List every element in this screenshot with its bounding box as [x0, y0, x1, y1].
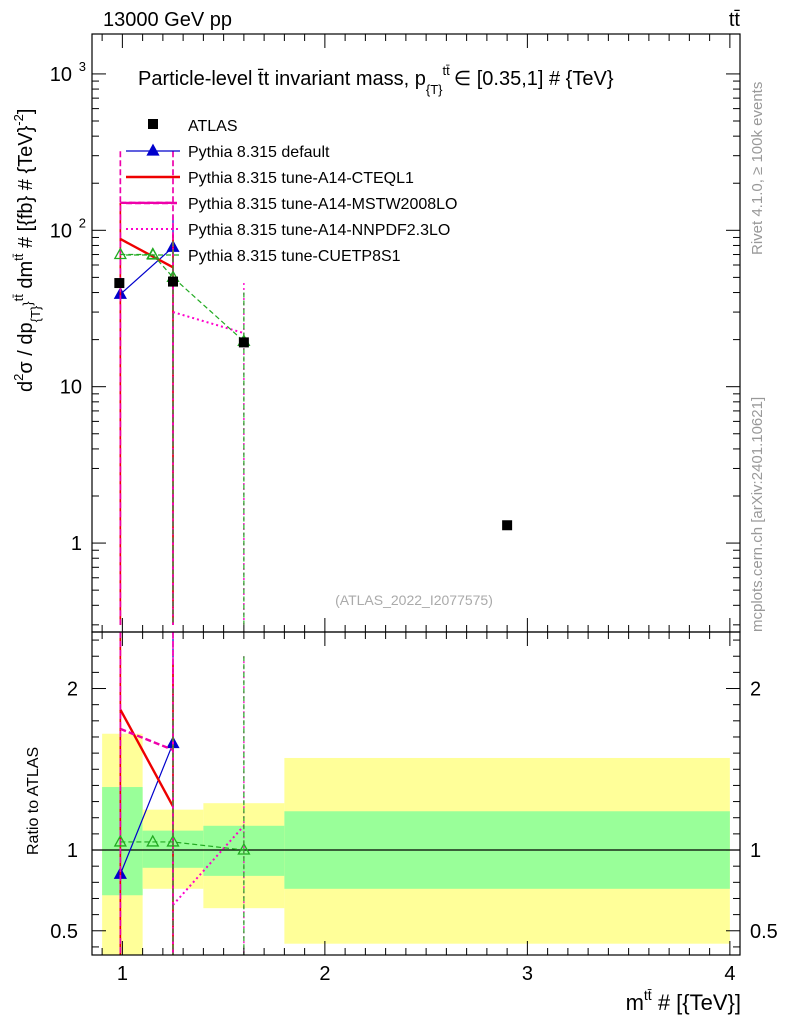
legend-label-0: ATLAS: [188, 118, 238, 135]
x-axis-label: mtt̄ # [{TeV}]: [626, 987, 741, 1015]
ratio-frame: [91, 631, 741, 956]
ratio-y-axis-label: Ratio to ATLAS: [25, 747, 42, 855]
ratio-marker-4-0: [113, 834, 127, 847]
ratio-line-2: [119, 727, 174, 752]
atlas-point-2: [238, 337, 249, 348]
x-tick-label-3: 4: [724, 963, 735, 985]
ratio-marker-4-3: [237, 842, 251, 855]
legend-label-2: Pythia 8.315 tune-A14-CTEQL1: [188, 170, 414, 187]
y-tick-label-3: 10: [50, 64, 72, 86]
ratio-line-0: [119, 743, 174, 875]
analysis-id: (ATLAS_2022_I2077575): [335, 592, 493, 608]
ratio-tick-label-left-2: 2: [67, 679, 78, 701]
legend-marker-5: [146, 247, 160, 260]
rivet-label: Rivet 4.1.0, ≥ 100k events: [749, 82, 766, 255]
chart-title: Particle-level t̄t invariant mass, p{T}t…: [138, 63, 614, 97]
legend-label-4: Pythia 8.315 tune-A14-NNPDF2.3LO: [188, 222, 450, 239]
series-line-1: [119, 237, 174, 269]
series-marker-4-0: [113, 247, 127, 260]
energy-label: 13000 GeV pp: [103, 9, 232, 31]
ratio-tick-label-left-0: 0.5: [50, 921, 78, 943]
atlas-point-3: [502, 520, 513, 531]
series-line-3: [172, 311, 245, 335]
ratio-line-1: [119, 708, 175, 807]
ratio-tick-label-right-0: 0.5: [750, 921, 778, 943]
process-label: tt̄: [729, 9, 741, 31]
y-tick-label-2: 10: [50, 220, 72, 242]
y-tick-label-0: 1: [71, 533, 82, 555]
ratio-tick-label-right-1: 1: [750, 840, 761, 862]
ratio-tick-label-left-1: 1: [67, 840, 78, 862]
y-axis-label: d2σ / dp{T}}tt̄ dmtt̄ # [{fb} # {TeV}-2]: [11, 109, 43, 392]
ratio-tick-label-right-2: 2: [750, 679, 761, 701]
ratio-marker-4-2: [166, 834, 180, 847]
legend-marker-atlas: [148, 119, 158, 129]
ratio-line-4: [120, 841, 244, 851]
legend-label-1: Pythia 8.315 default: [188, 144, 330, 161]
x-tick-label-0: 1: [117, 963, 128, 985]
ratio-marker-4-1: [146, 834, 160, 847]
source-label: mcplots.cern.ch [arXiv:2401.10621]: [749, 397, 766, 632]
atlas-point-0: [114, 278, 125, 289]
legend: ATLAS Pythia 8.315 default Pythia 8.315 tu…: [126, 118, 457, 265]
ratio-stat-band-0: [102, 787, 143, 896]
legend-marker-1: [146, 143, 160, 156]
x-tick-label-2: 3: [522, 963, 533, 985]
legend-label-5: Pythia 8.315 tune-CUETP8S1: [188, 248, 401, 265]
series-line-4: [120, 253, 245, 342]
y-tick-sup-2: 2: [79, 215, 86, 230]
x-tick-label-1: 2: [319, 963, 330, 985]
y-tick-label-1: 10: [60, 377, 82, 399]
y-tick-sup-3: 3: [79, 59, 86, 74]
legend-label-3: Pythia 8.315 tune-A14-MSTW2008LO: [188, 196, 457, 213]
atlas-point-1: [168, 276, 178, 287]
series-line-0: [119, 246, 174, 295]
